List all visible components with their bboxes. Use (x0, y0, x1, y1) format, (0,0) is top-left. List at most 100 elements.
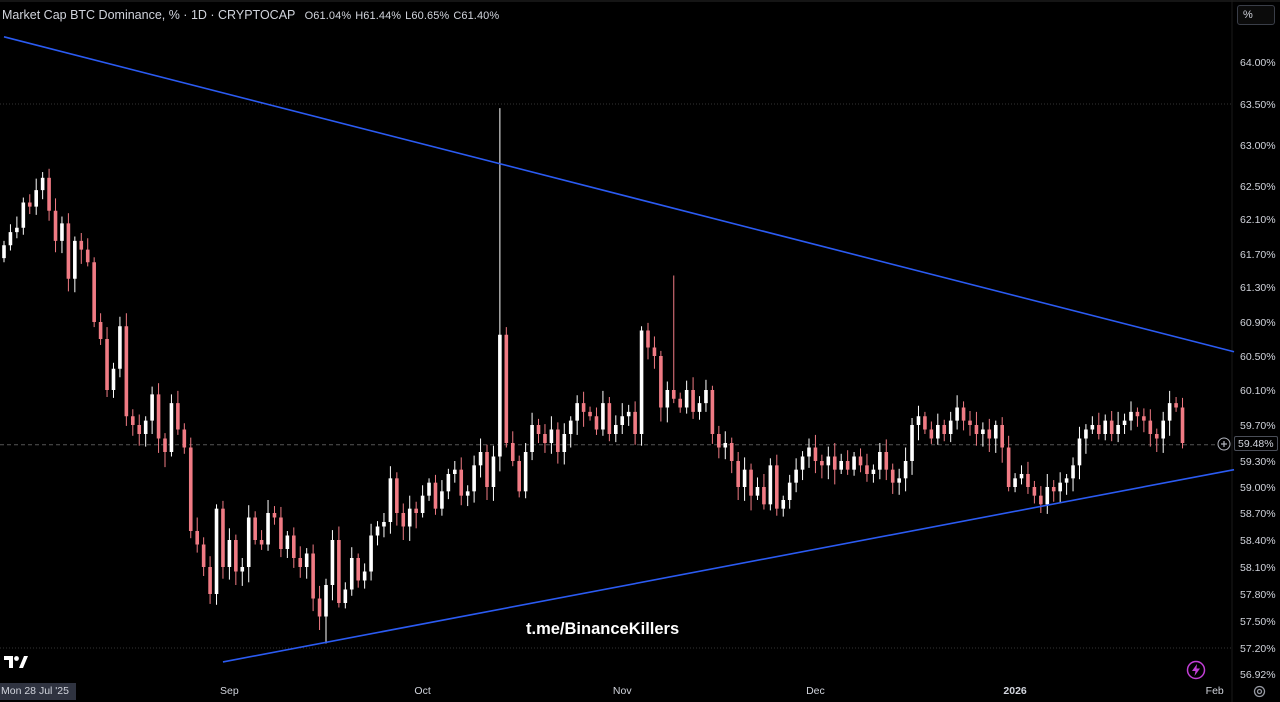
candle-body (163, 438, 167, 452)
candle (433, 474, 438, 515)
x-tick-label: Feb (1206, 685, 1224, 697)
candle-body (1097, 425, 1101, 434)
candle-body (929, 429, 934, 439)
candle-body (510, 443, 515, 461)
y-tick-label: 60.10% (1240, 385, 1276, 397)
candle-body (362, 571, 367, 581)
x-tick-label: Sep (220, 685, 239, 697)
candle-body (697, 403, 702, 412)
candle (936, 413, 940, 445)
unit-button[interactable]: % (1237, 5, 1275, 25)
candle (852, 452, 856, 476)
candle-body (781, 500, 786, 509)
candle-body (968, 420, 972, 425)
candle-body (414, 508, 418, 513)
candle-body (910, 425, 914, 461)
candle-body (936, 425, 940, 439)
y-tick-label: 63.00% (1240, 140, 1276, 152)
ohlc-open: O61.04% (304, 10, 352, 22)
candle-body (195, 531, 199, 545)
candle (929, 421, 934, 444)
candle-body (433, 482, 438, 509)
candle (652, 336, 657, 369)
plus-circle-icon[interactable] (1217, 437, 1231, 451)
candle-body (324, 585, 328, 617)
candle-body (942, 425, 947, 434)
candle-body (465, 491, 470, 496)
candle (27, 194, 32, 215)
candle (543, 424, 547, 453)
candle (337, 526, 341, 608)
candle (356, 553, 360, 588)
candle (858, 448, 863, 473)
candle-body (794, 469, 798, 483)
candle-body (1051, 487, 1056, 492)
candle (981, 422, 985, 447)
cursor-date-label: Mon 28 Jul '25 (0, 683, 76, 700)
candle (1051, 480, 1056, 502)
candle-body (137, 425, 142, 434)
candle-body (221, 508, 225, 567)
candle (562, 423, 567, 465)
candle (446, 468, 451, 500)
candle-body (916, 416, 921, 425)
symbol-title[interactable]: Market Cap BTC Dominance, % · 1D · CRYPT… (2, 8, 296, 22)
candle-body (594, 416, 599, 430)
candle (948, 411, 953, 443)
candle (517, 455, 521, 498)
candle-body (491, 456, 496, 487)
ohlc-high: H61.44% (355, 10, 402, 22)
y-tick-label: 60.90% (1240, 317, 1276, 329)
candle-body (723, 443, 728, 448)
candle-body (1122, 420, 1127, 425)
current-price-label: 59.48% (1234, 436, 1278, 451)
candle-body (845, 461, 850, 470)
trendline-lower[interactable] (222, 468, 1235, 663)
candle (568, 416, 573, 448)
candle-body (1129, 411, 1133, 421)
candle-body (736, 461, 740, 487)
y-tick-label: 59.00% (1240, 482, 1276, 494)
candle (60, 216, 64, 254)
candle-body (92, 262, 96, 322)
candle (678, 392, 682, 413)
candle (781, 495, 786, 517)
candle-body (955, 407, 959, 421)
candle (916, 405, 921, 441)
candle-body (826, 456, 831, 466)
y-tick-label: 62.10% (1240, 214, 1276, 226)
candle-body (717, 434, 721, 448)
candle (163, 433, 167, 468)
candle-body (420, 495, 425, 513)
candle (717, 425, 721, 459)
candle-body (98, 322, 103, 339)
candle (137, 414, 142, 446)
watermark-text: t.me/BinanceKillers (526, 620, 680, 638)
candle (311, 544, 315, 612)
flash-icon[interactable] (1186, 660, 1206, 680)
tradingview-logo-icon[interactable] (4, 655, 28, 669)
candle-body (652, 347, 657, 356)
settings-icon[interactable] (1253, 685, 1266, 698)
candle-body (240, 567, 245, 572)
candle (1135, 407, 1140, 427)
candle (401, 503, 406, 540)
candle-body (1174, 403, 1178, 408)
candle-body (614, 425, 618, 434)
candle (369, 523, 373, 581)
candle (40, 172, 45, 200)
candle-body (633, 411, 637, 434)
candle-body (60, 223, 64, 241)
candle (523, 443, 528, 499)
candle-body (382, 522, 386, 527)
candle-body (903, 461, 908, 479)
candle-body (620, 416, 625, 425)
candle-body (292, 535, 296, 558)
candle-body (85, 249, 90, 263)
candle (504, 327, 509, 448)
trendline-upper[interactable] (3, 36, 1235, 353)
candle (897, 468, 901, 495)
candle-body (523, 452, 528, 492)
candle-body (1071, 465, 1075, 479)
